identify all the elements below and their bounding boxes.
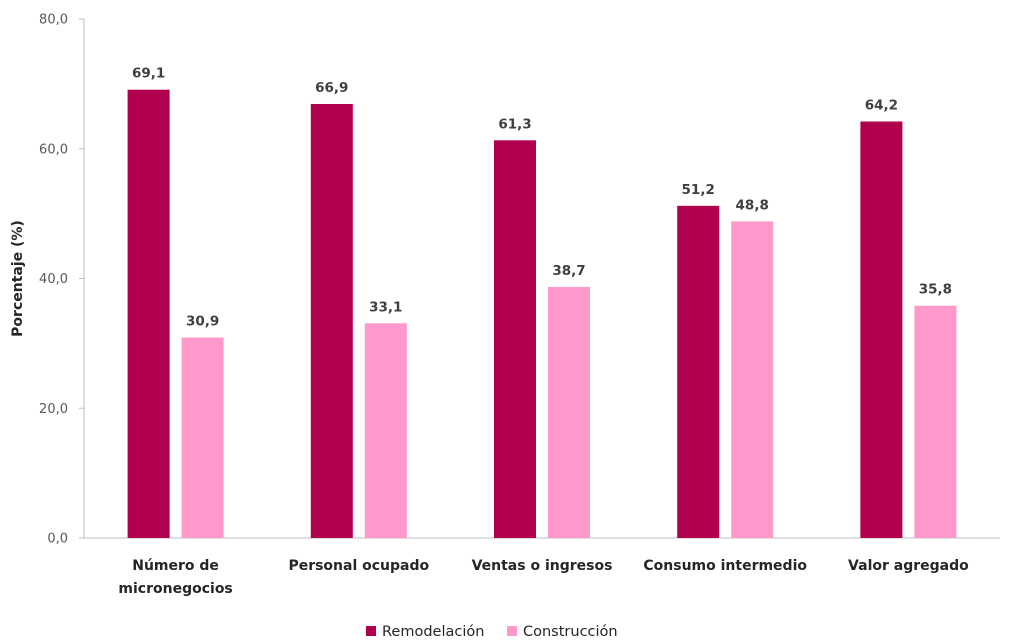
bar-remodelacion <box>494 140 536 538</box>
bar-construccion <box>548 286 590 538</box>
y-axis-title: Porcentaje (%) <box>10 220 26 337</box>
bars-group: 69,1 30,9 66,9 33,1 61,3 38,7 51,2 48,8 64,2 35,8 <box>127 66 957 539</box>
bar-construccion <box>181 337 224 538</box>
data-label: 51,2 <box>682 182 715 198</box>
bar-construccion <box>364 323 407 538</box>
data-label: 69,1 <box>132 66 165 82</box>
bar-remodelacion <box>127 89 170 539</box>
category-label: Valor agregado <box>848 558 969 574</box>
bar-remodelacion <box>310 103 353 538</box>
legend-swatch <box>507 626 517 636</box>
legend-label: Remodelación <box>382 624 484 640</box>
y-tick-label: 0,0 <box>47 532 68 547</box>
category-labels: Número de micronegocios Personal ocupado Ve… <box>118 558 969 597</box>
bar-remodelacion <box>860 121 903 538</box>
data-label: 33,1 <box>369 299 402 315</box>
y-tick-label: 60,0 <box>39 142 68 157</box>
data-label: 64,2 <box>865 98 898 114</box>
category-label: Número de <box>132 558 219 574</box>
data-label: 38,7 <box>552 263 585 279</box>
legend: Remodelación Construcción <box>366 624 618 640</box>
legend-swatch <box>366 626 376 636</box>
data-label: 61,3 <box>498 116 531 132</box>
y-tick-label: 80,0 <box>39 13 68 28</box>
category-label: micronegocios <box>118 581 232 597</box>
data-label: 48,8 <box>736 197 769 213</box>
data-label: 66,9 <box>315 80 348 96</box>
bar-construccion <box>731 221 774 538</box>
category-label: Ventas o ingresos <box>472 558 613 574</box>
bar-remodelacion <box>677 205 720 538</box>
bar-construccion <box>914 305 957 538</box>
legend-label: Construcción <box>523 624 618 640</box>
category-label: Personal ocupado <box>288 558 429 574</box>
data-label: 35,8 <box>919 282 952 298</box>
category-label: Consumo intermedio <box>643 558 807 574</box>
y-tick-label: 40,0 <box>39 272 68 287</box>
y-axis-ticks: 0,0 20,0 40,0 60,0 80,0 <box>39 13 84 547</box>
data-label: 30,9 <box>186 314 219 330</box>
y-tick-label: 20,0 <box>39 402 68 417</box>
